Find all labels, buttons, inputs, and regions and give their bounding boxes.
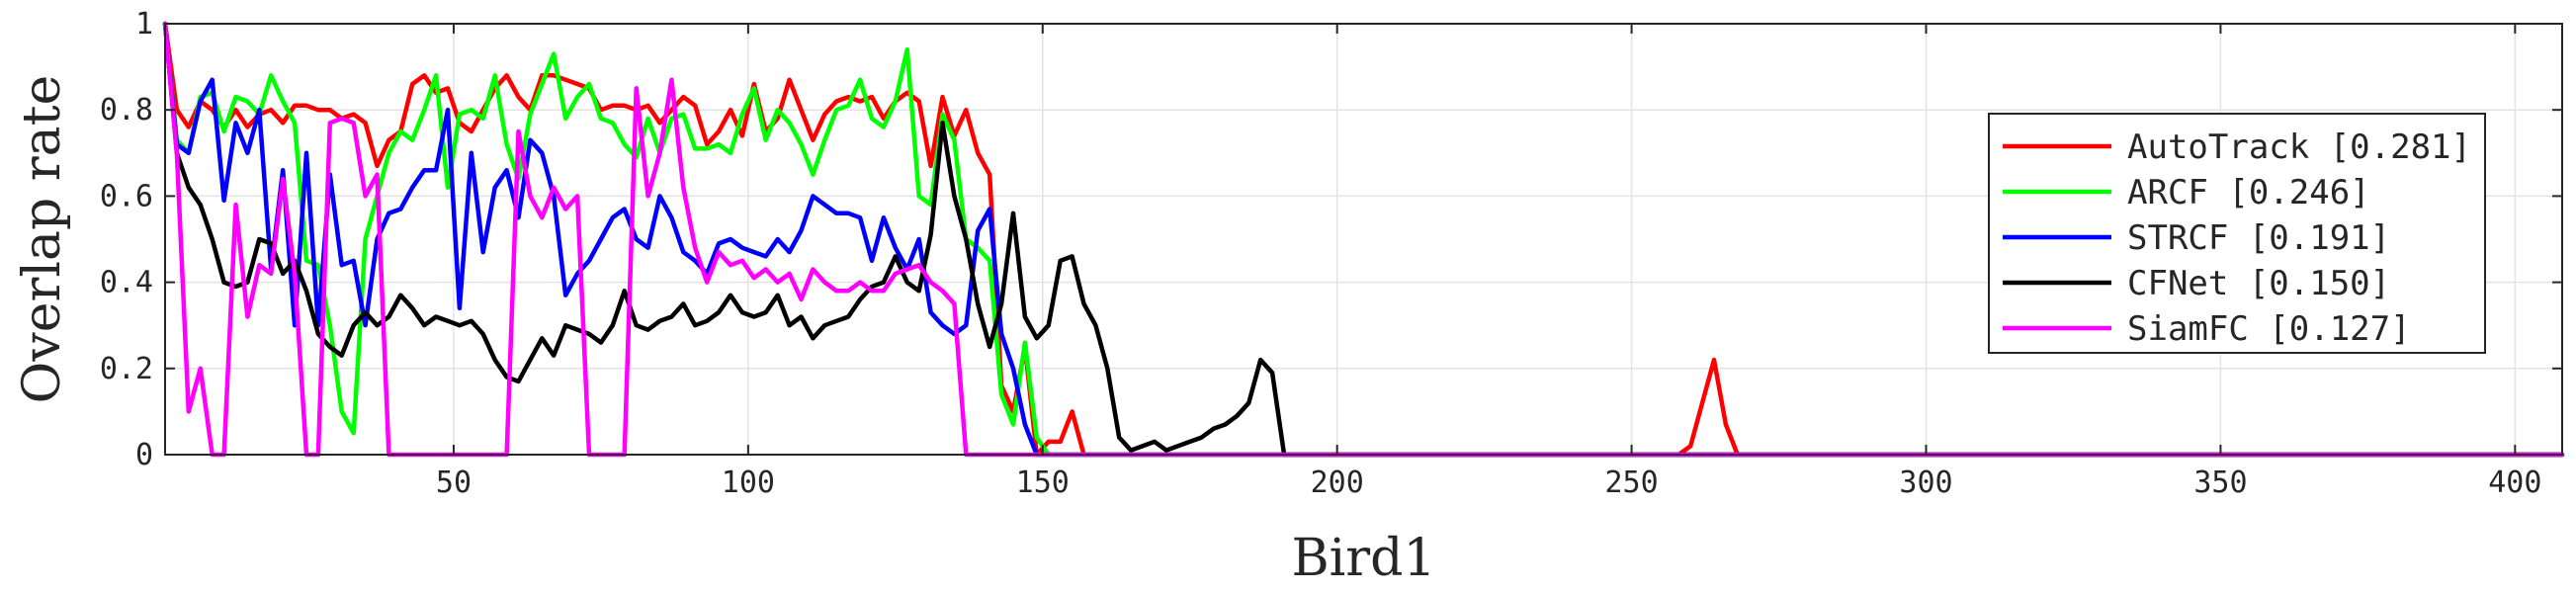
- ticks: 50 100 150 200 250 300 350 400 0 0.2 0.4 0.6 0.8 1: [100, 7, 2562, 500]
- x-axis-label: Bird1: [1291, 529, 1435, 588]
- y-tick-label: 1: [135, 7, 153, 42]
- series-line-cfnet: [162, 21, 2565, 458]
- legend: AutoTrack [0.281] ARCF [0.246] STRCF [0.…: [1988, 113, 2486, 354]
- y-tick-label: 0.8: [100, 93, 153, 127]
- y-tick-label: 0.2: [100, 352, 153, 386]
- y-tick-label: 0: [135, 438, 153, 472]
- x-tick-label: 250: [1605, 466, 1659, 500]
- x-tick-label: 50: [436, 466, 472, 500]
- y-tick-label: 0.4: [100, 266, 153, 300]
- series-line-arcf: [162, 21, 2565, 458]
- y-tick-label: 0.6: [100, 179, 153, 213]
- series-layer: [162, 21, 2565, 458]
- x-tick-label: 350: [2193, 466, 2247, 500]
- x-tick-label: 100: [722, 466, 775, 500]
- x-tick-label: 400: [2488, 466, 2541, 500]
- series-line-siamfc: [162, 21, 2565, 458]
- legend-label-strcf: STRCF [0.191]: [2127, 218, 2390, 258]
- legend-box: [1988, 113, 2486, 354]
- axes: [164, 23, 2563, 456]
- x-tick-label: 200: [1311, 466, 1364, 500]
- series-line-autotrack: [162, 21, 2565, 458]
- legend-label-siamfc: SiamFC [0.127]: [2127, 309, 2411, 349]
- legend-label-autotrack: AutoTrack [0.281]: [2127, 127, 2471, 167]
- legend-label-cfnet: CFNet [0.150]: [2127, 264, 2390, 303]
- x-tick-label: 300: [1899, 466, 1952, 500]
- legend-label-arcf: ARCF [0.246]: [2127, 173, 2370, 212]
- plot-frame: [164, 23, 2563, 456]
- x-tick-label: 150: [1016, 466, 1070, 500]
- y-axis-label: Overlap rate: [13, 75, 72, 404]
